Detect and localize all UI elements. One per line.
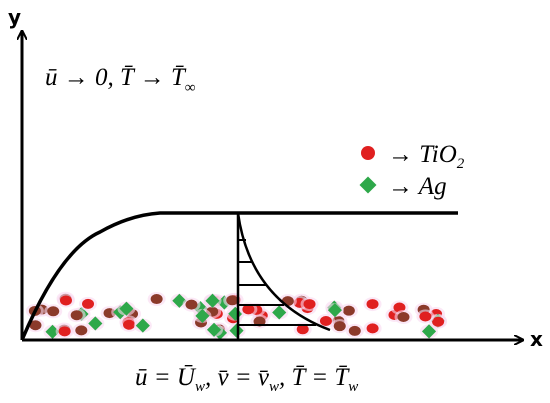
particle	[123, 319, 136, 330]
particle	[150, 294, 163, 305]
particle	[226, 295, 239, 306]
particle	[185, 299, 198, 310]
velocity-arrows	[238, 239, 316, 326]
particle	[393, 302, 406, 313]
particle	[348, 325, 361, 336]
particle	[432, 316, 445, 327]
particle	[366, 299, 379, 310]
particle	[296, 324, 309, 335]
particle	[29, 320, 42, 331]
y-axis-label: y	[8, 5, 21, 29]
particle	[88, 316, 103, 331]
nanoparticles	[25, 291, 448, 340]
wall-condition: ū = Ūw, v̄ = v̄w, T̄ = T̄w	[135, 364, 358, 395]
particle	[58, 326, 71, 337]
velocity-profile	[236, 212, 331, 332]
particle	[206, 322, 222, 337]
particle	[75, 325, 88, 336]
particle	[82, 298, 95, 309]
particle	[253, 316, 266, 327]
particle	[195, 308, 210, 323]
particle	[47, 306, 60, 317]
particle	[70, 310, 83, 321]
x-axis-label: x	[530, 327, 543, 351]
particle	[327, 303, 343, 318]
ag-marker	[359, 176, 377, 194]
legend-tio2: → TiO2	[388, 141, 465, 172]
particle	[303, 299, 316, 310]
particle	[45, 324, 60, 339]
particle	[333, 321, 346, 332]
particle	[319, 316, 332, 327]
particle	[119, 301, 134, 316]
particle	[135, 318, 150, 333]
legend-ag: → Ag	[388, 173, 447, 200]
boundary-layer-edge	[20, 211, 458, 341]
tio2-marker	[361, 146, 375, 160]
particle	[242, 304, 255, 315]
particle	[421, 324, 437, 339]
particle	[342, 305, 355, 316]
particle	[366, 323, 379, 334]
particle	[419, 311, 432, 322]
particle	[229, 323, 244, 338]
particle	[272, 305, 287, 320]
far-field-condition: ū → 0, T̄ → T̄∞	[45, 64, 196, 96]
particle	[59, 295, 72, 306]
particle	[397, 312, 410, 323]
particle	[205, 293, 220, 308]
